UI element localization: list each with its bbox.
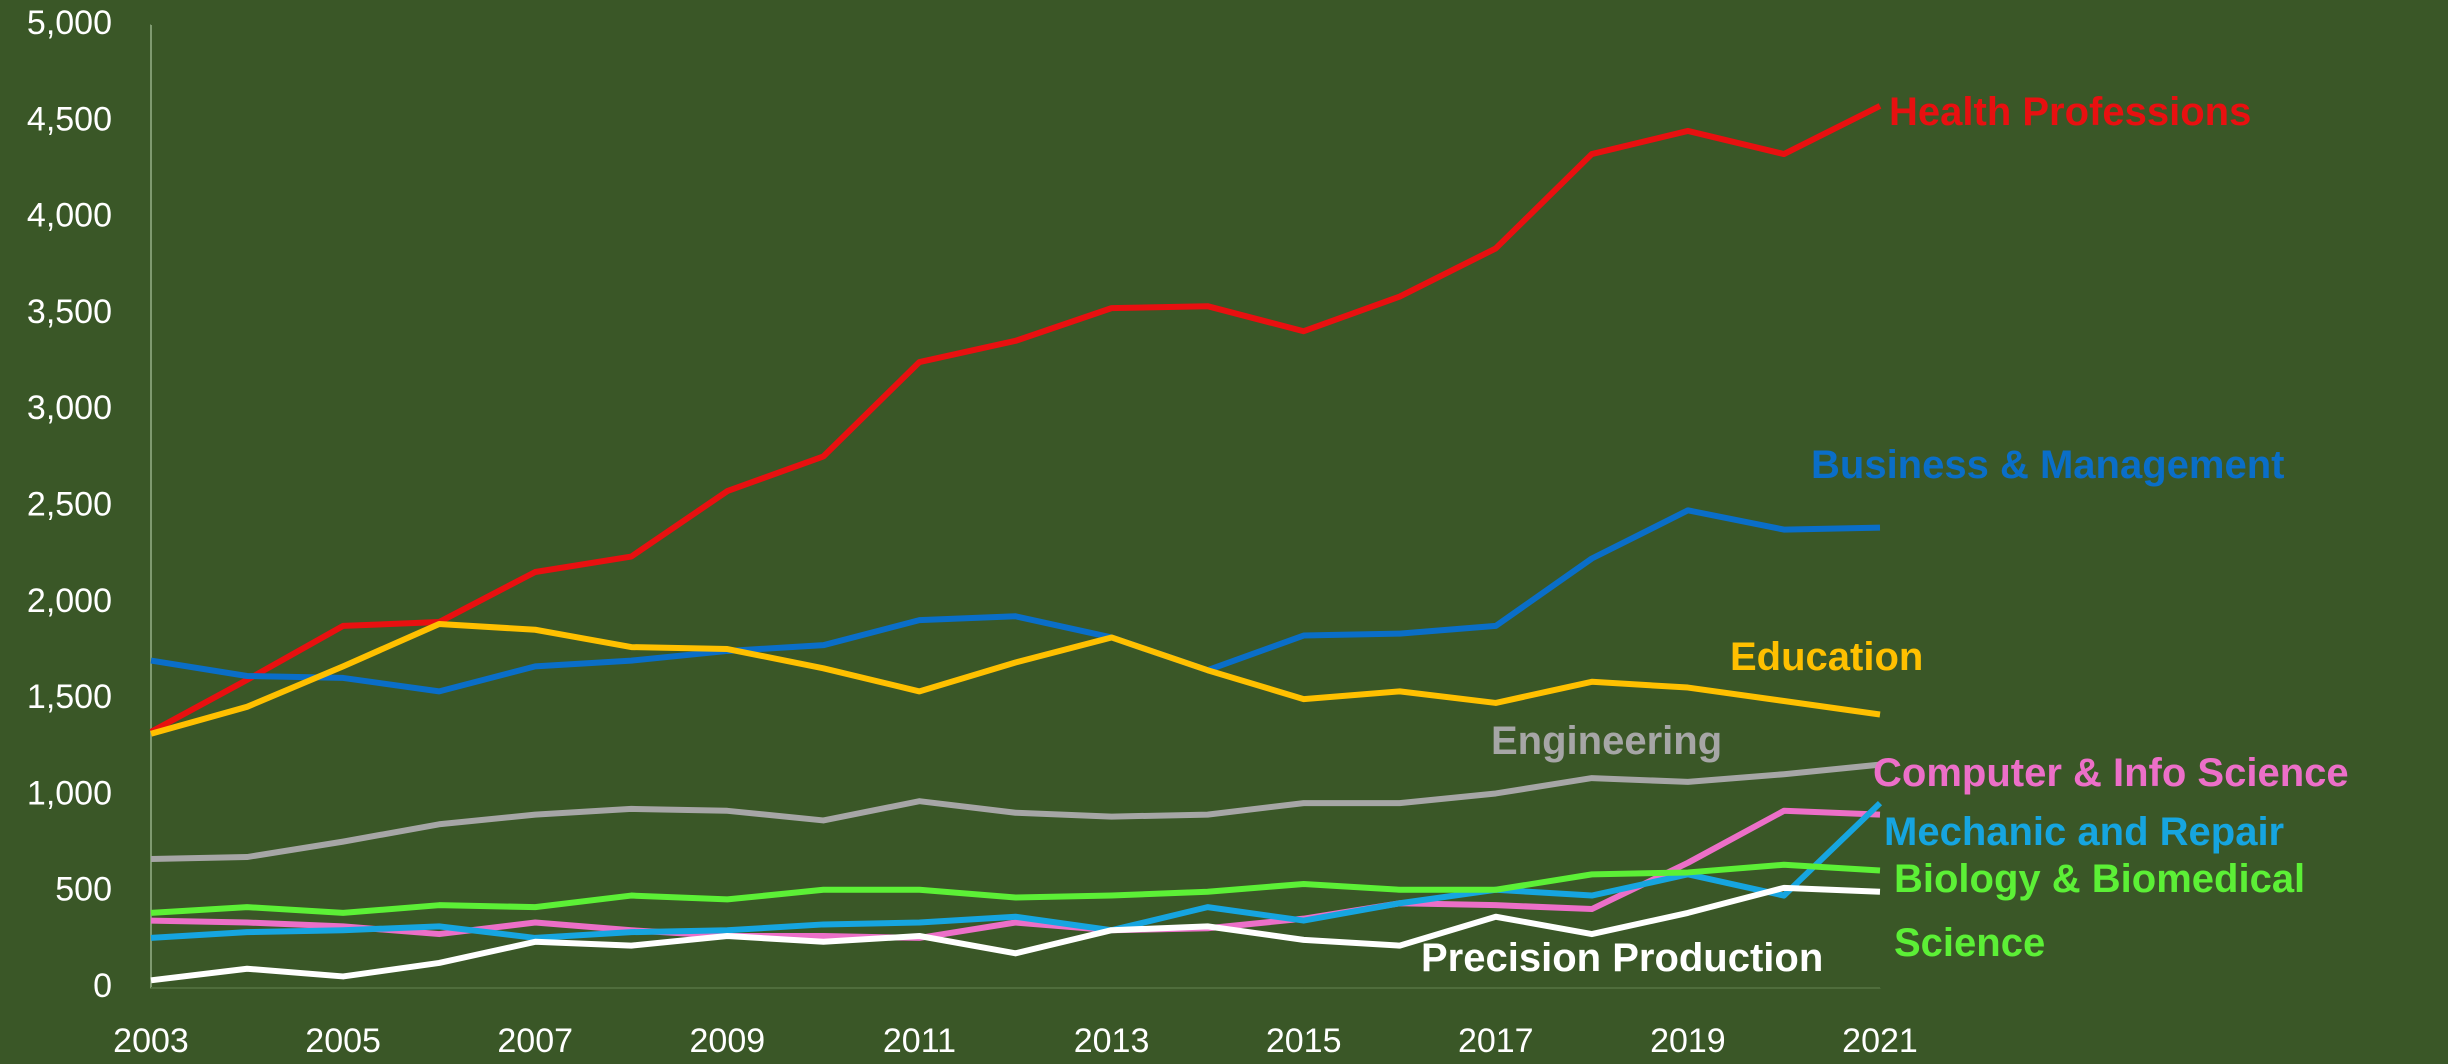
x-tick-label: 2011: [883, 1022, 956, 1060]
y-tick-label: 2,500: [27, 485, 112, 523]
y-tick-label: 1,000: [27, 774, 112, 812]
x-tick-label: 2009: [690, 1022, 766, 1060]
series-line: [150, 761, 1881, 862]
series-line: [150, 807, 1881, 941]
series-line: [150, 507, 1881, 695]
series-line: [150, 861, 1881, 916]
y-tick-label: 1,500: [27, 678, 112, 716]
y-tick-label: 4,500: [27, 100, 112, 138]
x-tick-label: 2013: [1074, 1022, 1150, 1060]
series-label: Biology & Biomedical Science: [1894, 857, 2306, 965]
y-tick-label: 3,000: [27, 389, 112, 427]
x-tick-label: 2007: [497, 1022, 573, 1060]
series-label: Computer & Info Science: [1873, 751, 2349, 795]
series-line: [150, 800, 1883, 941]
series-label: Business & Management: [1811, 443, 2285, 487]
y-tick-label: 5,000: [27, 4, 112, 42]
y-tick-label: 2,000: [27, 582, 112, 620]
series-label: Precision Production: [1421, 936, 1824, 980]
x-tick-label: 2017: [1458, 1022, 1534, 1060]
x-tick-label: 2021: [1842, 1022, 1918, 1060]
y-tick-label: 4,000: [27, 197, 112, 235]
x-tick-label: 2005: [305, 1022, 381, 1060]
series-line: [150, 620, 1881, 737]
series-label: Mechanic and Repair: [1884, 810, 2285, 854]
series-label: Health Professions: [1889, 90, 2252, 134]
series-label: Education: [1730, 635, 1924, 679]
x-tick-label: 2003: [113, 1022, 189, 1060]
y-tick-label: 3,500: [27, 293, 112, 331]
y-tick-label: 0: [93, 967, 112, 1005]
x-tick-label: 2019: [1650, 1022, 1726, 1060]
series-label: Engineering: [1491, 719, 1723, 763]
x-tick-label: 2015: [1266, 1022, 1342, 1060]
series-line: [150, 884, 1881, 984]
y-tick-label: 500: [55, 871, 112, 909]
